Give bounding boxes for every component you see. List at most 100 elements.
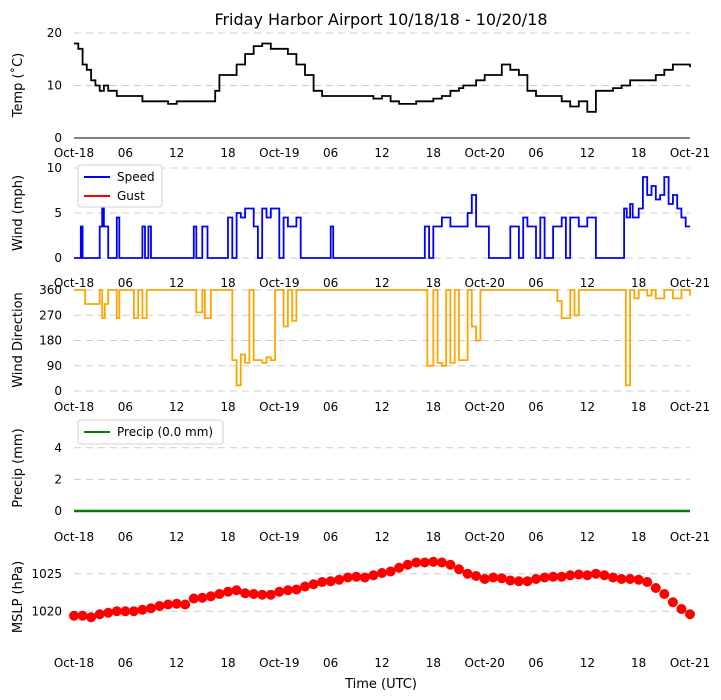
mslp-point xyxy=(368,570,379,581)
x-tick-label: Oct-19 xyxy=(259,400,299,414)
mslp-point xyxy=(128,606,139,617)
x-tick-label: Oct-21 xyxy=(670,530,710,544)
x-tick-label: Oct-20 xyxy=(464,146,504,160)
y-tick-label: 0 xyxy=(54,384,62,398)
x-tick-label: 12 xyxy=(169,400,184,414)
mslp-point xyxy=(334,574,345,585)
mslp-point xyxy=(522,576,533,587)
x-tick-label: 18 xyxy=(631,530,646,544)
mslp-point xyxy=(86,612,97,623)
mslp-point xyxy=(265,589,276,600)
mslp-point xyxy=(445,559,456,570)
y-tick-label: 0 xyxy=(54,131,62,145)
x-tick-label: 18 xyxy=(426,146,441,160)
x-tick-label: Oct-20 xyxy=(464,400,504,414)
x-tick-label: 18 xyxy=(631,656,646,670)
x-tick-label: 06 xyxy=(118,146,133,160)
x-tick-label: 18 xyxy=(220,146,235,160)
mslp-point xyxy=(642,577,653,587)
x-tick-label: Oct-21 xyxy=(670,146,710,160)
mslp-point xyxy=(154,601,165,611)
legend-label-gust: Gust xyxy=(117,189,145,203)
x-tick-label: 18 xyxy=(426,400,441,414)
y-axis-label: Temp (˚C) xyxy=(10,53,26,119)
mslp-point xyxy=(659,589,670,599)
mslp-point xyxy=(676,604,687,614)
x-tick-label: 06 xyxy=(118,530,133,544)
y-tick-label: 270 xyxy=(39,308,62,322)
mslp-point xyxy=(548,571,559,582)
mslp-point xyxy=(300,581,310,592)
mslp-point xyxy=(111,606,122,617)
mslp-point xyxy=(146,603,156,614)
mslp-point xyxy=(163,599,174,610)
series-line-speed xyxy=(74,176,690,259)
x-tick-label: 12 xyxy=(374,530,389,544)
mslp-point xyxy=(616,574,627,584)
x-tick-label: Oct-19 xyxy=(259,530,299,544)
mslp-point xyxy=(462,568,473,579)
x-tick-label: 06 xyxy=(528,276,543,290)
mslp-point xyxy=(282,585,293,596)
y-tick-label: 20 xyxy=(47,26,62,40)
panel-temperature: 0 10 20 Oct-18 06 12 18 Oct-19 06 12 18 Oct-20 06 12 1… xyxy=(10,26,710,160)
y-tick-label: 90 xyxy=(47,359,62,373)
x-tick-label: Oct-21 xyxy=(670,276,710,290)
mslp-point xyxy=(137,604,148,615)
mslp-point xyxy=(94,609,105,620)
mslp-point xyxy=(197,592,208,603)
figure-title: Friday Harbor Airport 10/18/18 - 10/20/1… xyxy=(214,10,547,29)
mslp-point xyxy=(231,585,242,596)
mslp-point xyxy=(608,572,618,583)
x-tick-label: Oct-21 xyxy=(670,656,710,670)
mslp-point xyxy=(342,572,353,583)
mslp-point xyxy=(633,574,644,585)
x-tick-label: 06 xyxy=(323,146,338,160)
legend: Precip (0.0 mm) xyxy=(77,419,224,445)
mslp-point xyxy=(359,572,370,583)
mslp-point xyxy=(291,584,302,595)
x-tick-label: Oct-21 xyxy=(670,400,710,414)
mslp-point xyxy=(479,574,490,584)
x-tick-label: 06 xyxy=(118,276,133,290)
x-tick-label: 12 xyxy=(374,656,389,670)
x-tick-label: 12 xyxy=(580,400,595,414)
x-tick-label: 06 xyxy=(323,276,338,290)
y-tick-label: 360 xyxy=(39,283,62,297)
x-tick-label: 18 xyxy=(220,276,235,290)
y-tick-label: 0 xyxy=(54,504,62,518)
y-axis-label: Wind (mph) xyxy=(11,175,26,251)
mslp-point xyxy=(531,574,541,584)
x-tick-label: Oct-18 xyxy=(54,146,94,160)
y-tick-label: 10 xyxy=(47,79,62,93)
mslp-point xyxy=(274,586,285,597)
series-line-temperature xyxy=(74,42,691,113)
mslp-point xyxy=(496,573,507,584)
y-axis-label: Precip (mm) xyxy=(11,428,26,507)
x-tick-label: 06 xyxy=(323,656,338,670)
mslp-point xyxy=(248,589,259,599)
mslp-point xyxy=(308,579,319,590)
y-tick-label: 1020 xyxy=(31,604,62,618)
x-tick-label: 12 xyxy=(374,146,389,160)
mslp-point xyxy=(411,557,422,568)
mslp-point xyxy=(573,569,584,580)
legend: Speed Gust xyxy=(77,164,163,208)
mslp-point xyxy=(505,575,516,586)
series-line-direction xyxy=(74,289,691,387)
mslp-point xyxy=(428,556,439,567)
mslp-point xyxy=(454,564,464,575)
mslp-point xyxy=(240,588,251,599)
x-tick-label: 12 xyxy=(580,276,595,290)
y-tick-label: 0 xyxy=(54,251,62,265)
mslp-point xyxy=(650,583,661,593)
x-tick-label: Oct-19 xyxy=(259,146,299,160)
mslp-point xyxy=(120,606,131,617)
x-tick-label: 12 xyxy=(580,530,595,544)
x-tick-label: Oct-18 xyxy=(54,400,94,414)
x-tick-label: 18 xyxy=(220,400,235,414)
x-tick-label: 12 xyxy=(580,146,595,160)
x-tick-label: 18 xyxy=(631,276,646,290)
